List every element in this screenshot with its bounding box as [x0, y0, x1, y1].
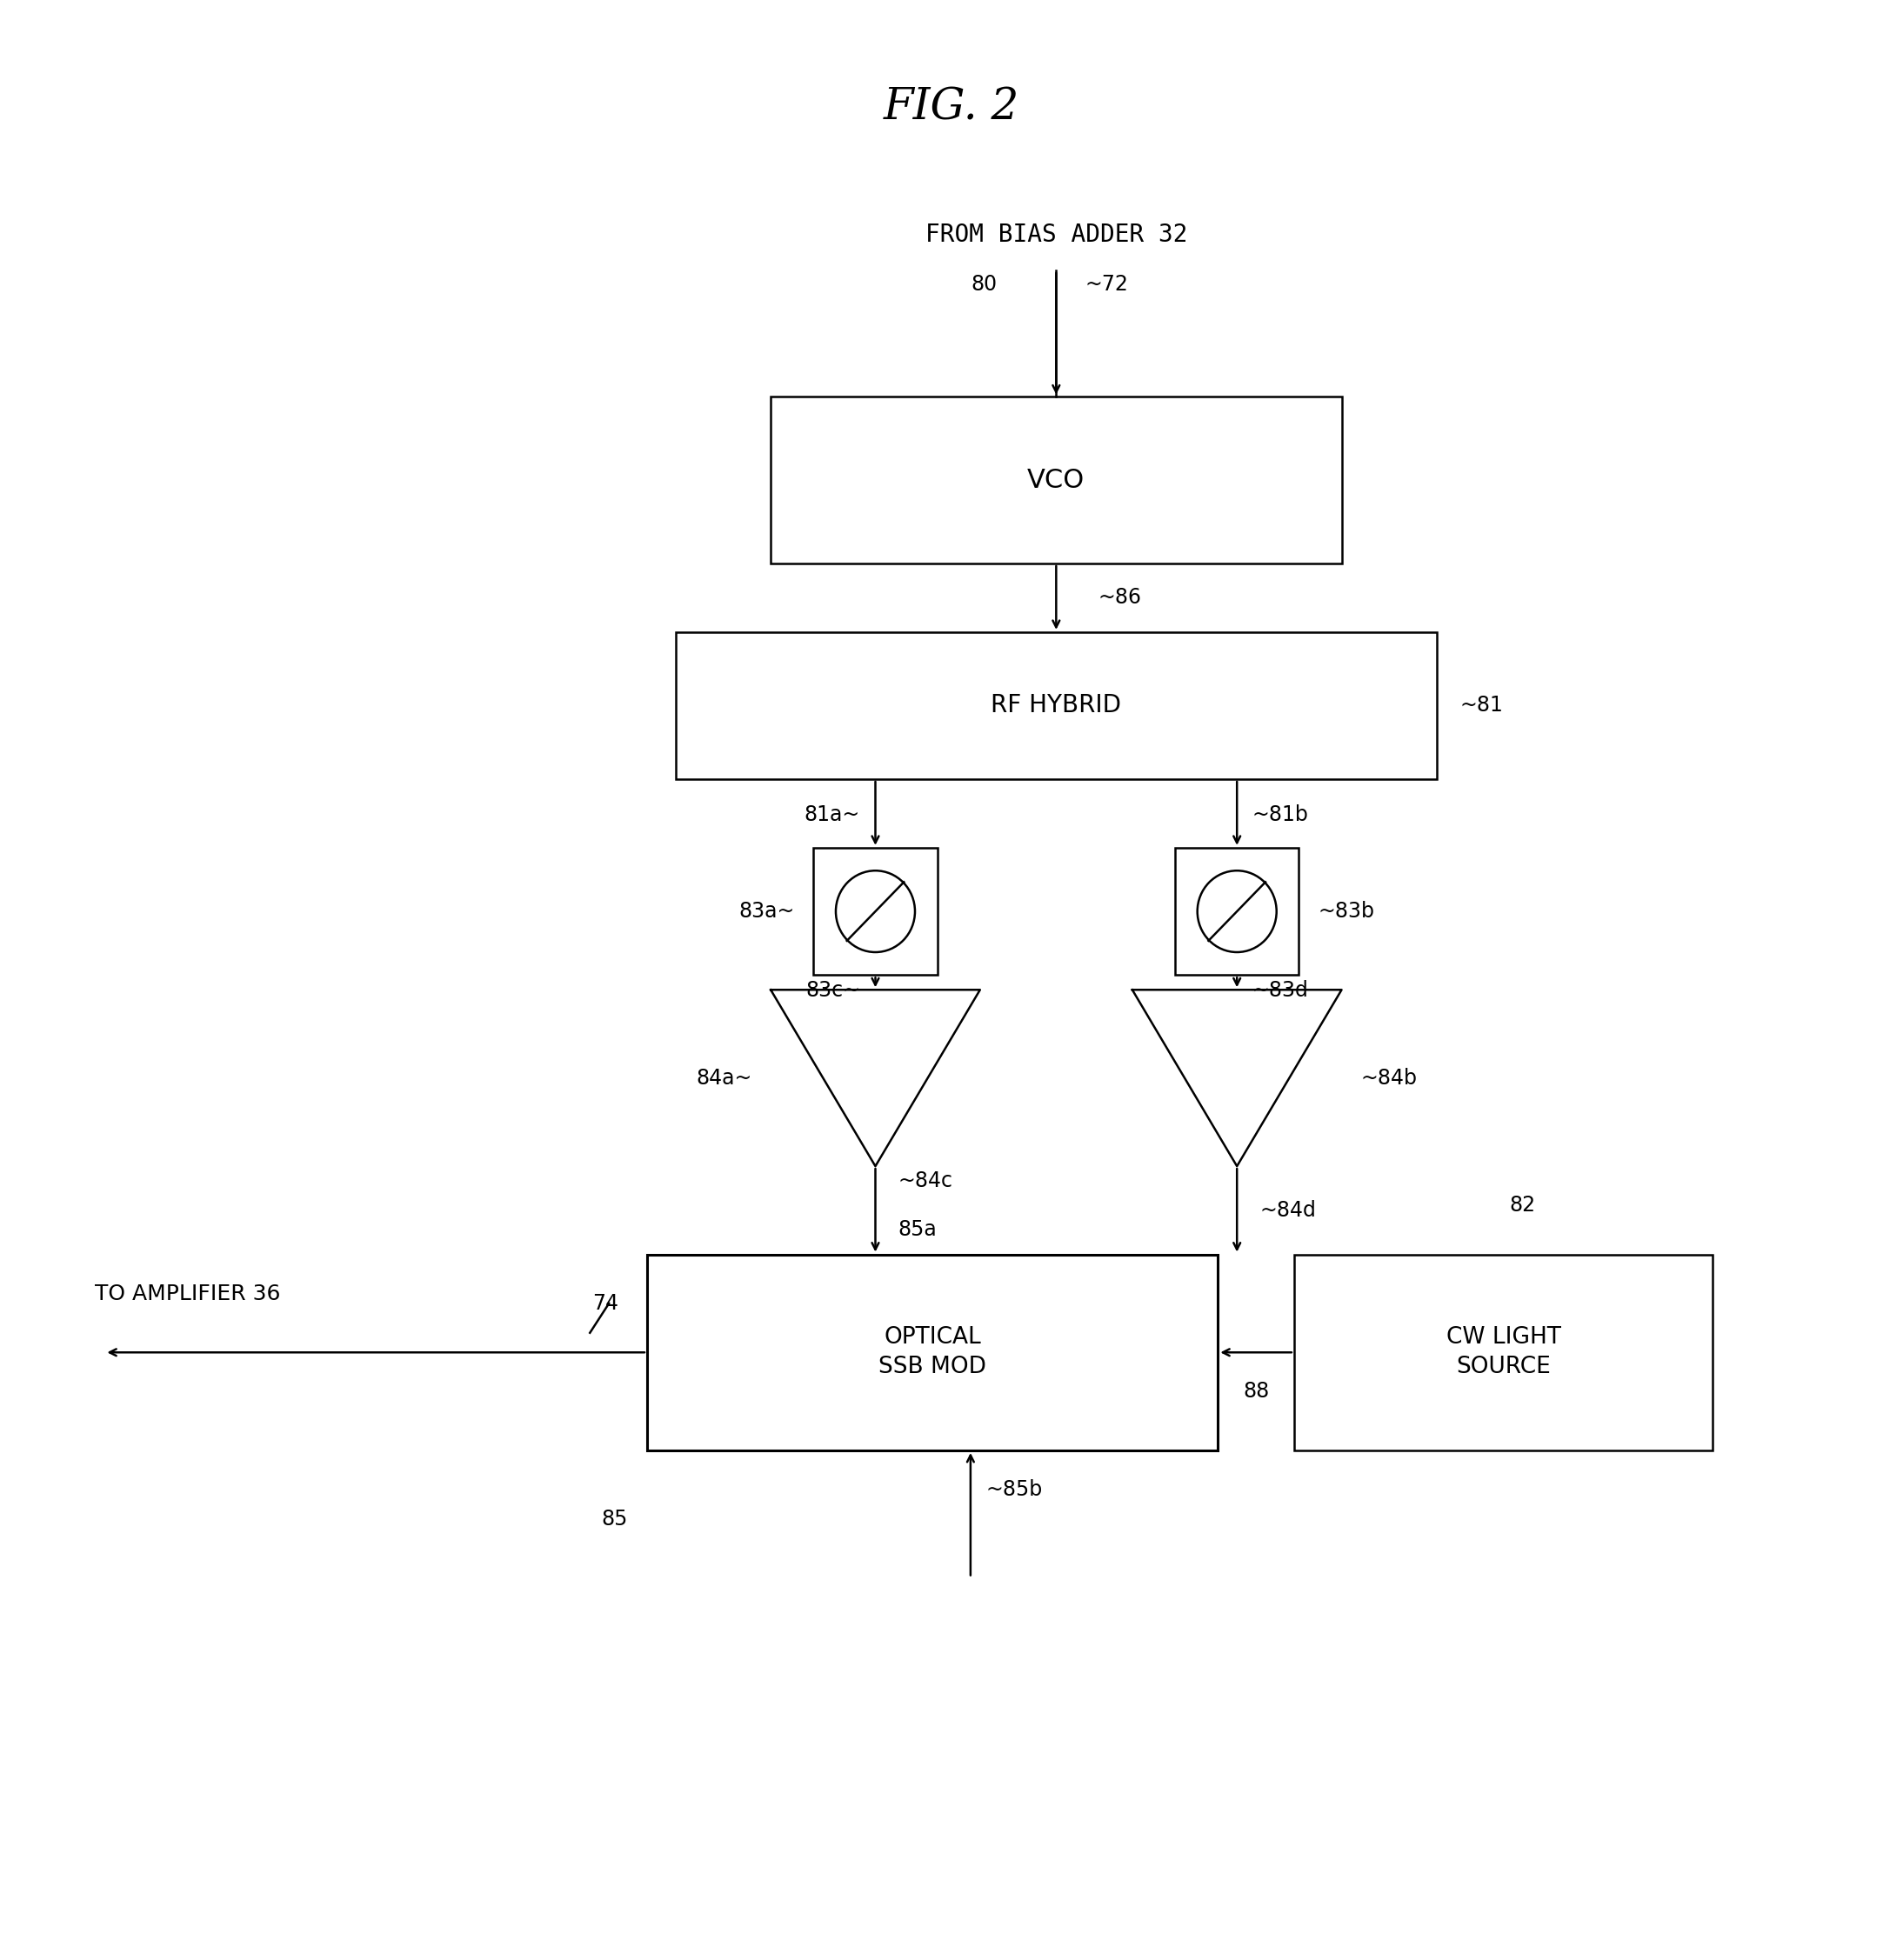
Text: ~81b: ~81b — [1252, 804, 1309, 825]
Text: ~85b: ~85b — [986, 1480, 1043, 1499]
Text: 85: 85 — [601, 1509, 628, 1529]
Circle shape — [835, 870, 915, 953]
Text: ~83d: ~83d — [1252, 980, 1309, 1002]
Circle shape — [1197, 870, 1277, 953]
Text: FROM BIAS ADDER 32: FROM BIAS ADDER 32 — [925, 223, 1187, 247]
Text: 83a~: 83a~ — [738, 902, 795, 921]
Text: ~84b: ~84b — [1361, 1068, 1418, 1088]
Text: VCO: VCO — [1028, 468, 1085, 492]
Text: 80: 80 — [971, 274, 997, 294]
Bar — [1294, 1254, 1713, 1450]
Polygon shape — [1132, 990, 1342, 1166]
Bar — [814, 847, 938, 974]
Bar — [771, 396, 1342, 563]
Text: 85a: 85a — [898, 1219, 936, 1241]
Text: ~72: ~72 — [1085, 274, 1128, 294]
Text: ~83b: ~83b — [1317, 902, 1374, 921]
Text: RF HYBRID: RF HYBRID — [991, 694, 1121, 717]
Text: FIG. 2: FIG. 2 — [883, 86, 1020, 129]
Text: OPTICAL
SSB MOD: OPTICAL SSB MOD — [879, 1327, 986, 1378]
Text: 88: 88 — [1243, 1382, 1269, 1401]
Text: ~81: ~81 — [1460, 696, 1503, 715]
Polygon shape — [771, 990, 980, 1166]
Text: 84a~: 84a~ — [696, 1068, 752, 1088]
Text: CW LIGHT
SOURCE: CW LIGHT SOURCE — [1446, 1327, 1560, 1378]
Bar — [647, 1254, 1218, 1450]
Text: ~86: ~86 — [1098, 588, 1142, 608]
Bar — [1176, 847, 1300, 974]
Text: 82: 82 — [1509, 1196, 1536, 1215]
Text: 74: 74 — [592, 1294, 618, 1313]
Text: TO AMPLIFIER 36: TO AMPLIFIER 36 — [95, 1284, 282, 1303]
Text: 83c~: 83c~ — [805, 980, 860, 1002]
Text: ~84d: ~84d — [1260, 1200, 1317, 1221]
Text: 81a~: 81a~ — [805, 804, 860, 825]
Bar — [676, 631, 1437, 778]
Text: ~84c: ~84c — [898, 1170, 953, 1192]
